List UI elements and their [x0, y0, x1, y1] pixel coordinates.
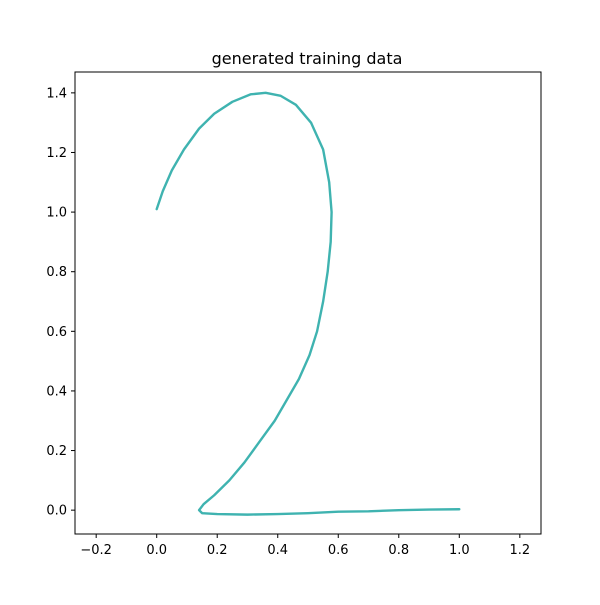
x-tick-label: 0.0 — [146, 543, 167, 558]
x-tick-label: 1.2 — [509, 543, 530, 558]
y-tick-label: 1.2 — [46, 146, 67, 161]
plot-area — [155, 91, 461, 516]
x-tick-label: 0.6 — [328, 543, 349, 558]
y-tick-label: 1.4 — [46, 86, 67, 101]
y-tick-label: 1.0 — [46, 206, 67, 221]
x-tick-label: 0.4 — [267, 543, 288, 558]
x-axis: −0.2 0.0 0.2 0.4 0.6 0.8 1.0 1.2 — [80, 534, 530, 558]
y-tick-label: 0.4 — [46, 384, 67, 399]
y-tick-label: 0.0 — [46, 504, 67, 519]
y-tick-label: 0.2 — [46, 444, 67, 459]
x-tick-label: 0.8 — [388, 543, 409, 558]
x-tick-label: −0.2 — [80, 543, 112, 558]
y-axis: 0.0 0.2 0.4 0.6 0.8 1.0 1.2 1.4 — [46, 86, 75, 519]
chart-title: generated training data — [212, 49, 403, 68]
series-line-0 — [155, 91, 461, 516]
x-tick-label: 0.2 — [207, 543, 228, 558]
x-tick-label: 1.0 — [449, 543, 470, 558]
y-tick-label: 0.6 — [46, 325, 67, 340]
axes-frame — [74, 71, 542, 535]
y-tick-label: 0.8 — [46, 265, 67, 280]
